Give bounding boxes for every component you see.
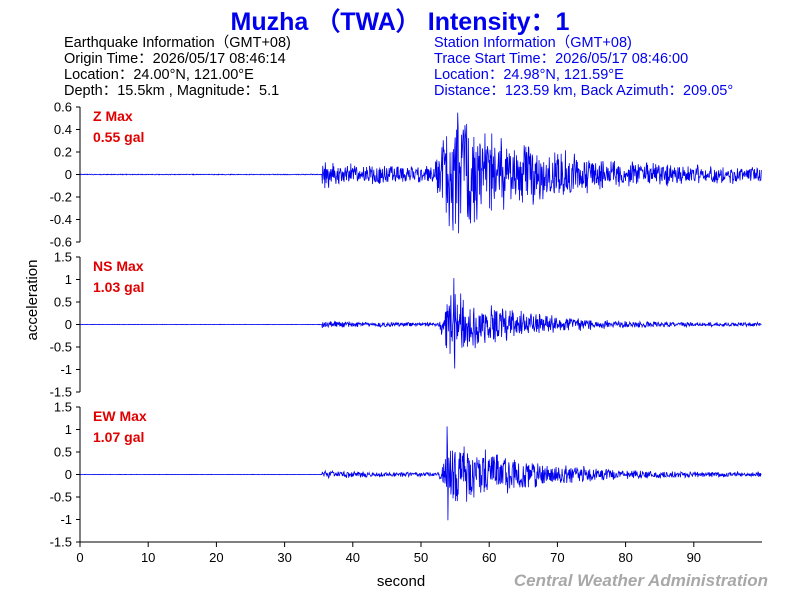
x-tick-label: 50 bbox=[414, 550, 428, 565]
x-tick-label: 60 bbox=[482, 550, 496, 565]
max-title-ew: EW Max bbox=[93, 408, 147, 424]
max-value-ew: 1.07 gal bbox=[93, 429, 144, 445]
waveform-z bbox=[79, 112, 762, 234]
max-value-ns: 1.03 gal bbox=[93, 279, 144, 295]
page-title: Muzha （TWA） Intensity：1 bbox=[230, 8, 570, 36]
credit-text: Central Weather Administration bbox=[514, 571, 768, 590]
x-tick-label: 40 bbox=[346, 550, 360, 565]
x-tick-label: 30 bbox=[277, 550, 291, 565]
max-value-z: 0.55 gal bbox=[93, 129, 144, 145]
y-tick-label: -1 bbox=[60, 512, 72, 527]
x-tick-label: 0 bbox=[76, 550, 83, 565]
depth-magnitude: Depth：15.5km , Magnitude：5.1 bbox=[64, 83, 280, 99]
y-tick-label: -0.5 bbox=[50, 490, 72, 505]
y-tick-label: 0 bbox=[65, 467, 72, 482]
earthquake-info: Earthquake Information（GMT+08) Origin Ti… bbox=[64, 35, 291, 99]
x-tick-label: 90 bbox=[687, 550, 701, 565]
station-location: Location：24.98°N, 121.59°E bbox=[434, 67, 624, 83]
y-tick-label: 0.5 bbox=[54, 445, 72, 460]
y-tick-label: 0.4 bbox=[54, 122, 72, 137]
earthquake-info-heading: Earthquake Information（GMT+08) bbox=[64, 35, 291, 51]
y-tick-label: 0.6 bbox=[54, 100, 72, 115]
y-tick-label: 0.2 bbox=[54, 145, 72, 160]
x-tick-label: 10 bbox=[141, 550, 155, 565]
station-info-heading: Station Information（GMT+08) bbox=[434, 35, 632, 51]
y-tick-label: -0.5 bbox=[50, 340, 72, 355]
y-tick-label: -1.5 bbox=[50, 535, 72, 550]
epicenter-location: Location：24.00°N, 121.00°E bbox=[64, 67, 254, 83]
y-axis-label: acceleration bbox=[24, 260, 41, 341]
y-tick-label: 1.5 bbox=[54, 250, 72, 265]
y-tick-label: 1 bbox=[65, 422, 72, 437]
station-info: Station Information（GMT+08) Trace Start … bbox=[434, 35, 733, 99]
y-tick-label: -0.4 bbox=[50, 212, 72, 227]
trace-start-time: Trace Start Time：2026/05/17 08:46:00 bbox=[434, 51, 689, 67]
y-tick-label: 0.5 bbox=[54, 295, 72, 310]
y-tick-label: -0.2 bbox=[50, 190, 72, 205]
x-tick-label: 80 bbox=[618, 550, 632, 565]
y-tick-label: 1 bbox=[65, 272, 72, 287]
max-title-z: Z Max bbox=[93, 108, 133, 124]
y-tick-label: -0.6 bbox=[50, 235, 72, 250]
x-axis-label: second bbox=[377, 573, 425, 590]
station-distance: Distance：123.59 km, Back Azimuth：209.05° bbox=[434, 83, 734, 99]
max-title-ns: NS Max bbox=[93, 258, 144, 274]
y-tick-label: -1.5 bbox=[50, 385, 72, 400]
waveform-ns bbox=[79, 278, 762, 369]
x-tick-label: 20 bbox=[209, 550, 223, 565]
y-tick-label: 1.5 bbox=[54, 400, 72, 415]
y-tick-label: 0 bbox=[65, 167, 72, 182]
waveform-ew bbox=[79, 426, 762, 521]
x-tick-label: 70 bbox=[550, 550, 564, 565]
origin-time: Origin Time：2026/05/17 08:46:14 bbox=[64, 51, 286, 67]
y-tick-label: 0 bbox=[65, 317, 72, 332]
y-tick-label: -1 bbox=[60, 362, 72, 377]
